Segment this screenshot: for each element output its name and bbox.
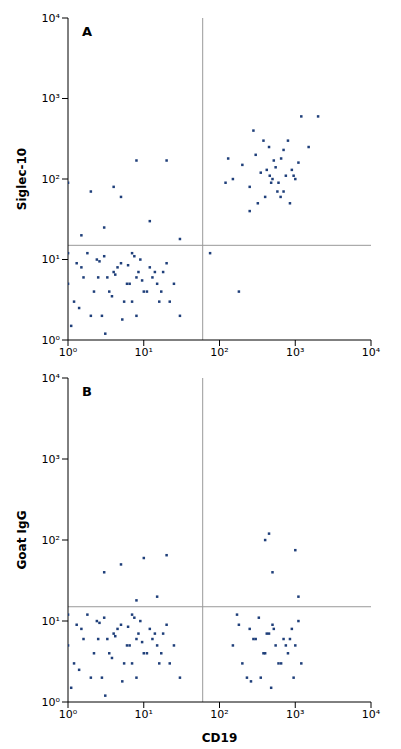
svg-text:10¹: 10¹ (42, 615, 60, 628)
svg-text:10²: 10² (210, 708, 228, 721)
html-text:A: A (82, 24, 93, 39)
svg-text:10⁴: 10⁴ (362, 708, 381, 721)
svg-text:10¹: 10¹ (42, 253, 60, 266)
svg-text:10¹: 10¹ (135, 346, 153, 359)
svg-text:10²: 10² (210, 346, 228, 359)
svg-text:10⁰: 10⁰ (59, 346, 78, 359)
svg-text:Siglec-10: Siglec-10 (15, 148, 29, 210)
svg-text:10²: 10² (42, 534, 60, 547)
svg-text:10⁰: 10⁰ (42, 696, 61, 709)
svg-text:Goat IgG: Goat IgG (15, 510, 29, 569)
svg-text:10³: 10³ (42, 453, 60, 466)
svg-text:10³: 10³ (286, 708, 304, 721)
svg-text:10⁴: 10⁴ (42, 372, 61, 385)
svg-text:10⁴: 10⁴ (42, 12, 61, 25)
svg-text:10¹: 10¹ (135, 708, 153, 721)
svg-text:10³: 10³ (42, 92, 60, 105)
svg-text:10³: 10³ (286, 346, 304, 359)
svg-text:10⁴: 10⁴ (362, 346, 381, 359)
svg-text:10⁰: 10⁰ (42, 334, 61, 347)
html-text:B: B (82, 384, 92, 399)
svg-text:10²: 10² (42, 173, 60, 186)
svg-text:10⁰: 10⁰ (59, 708, 78, 721)
svg-text:CD19: CD19 (202, 731, 237, 745)
